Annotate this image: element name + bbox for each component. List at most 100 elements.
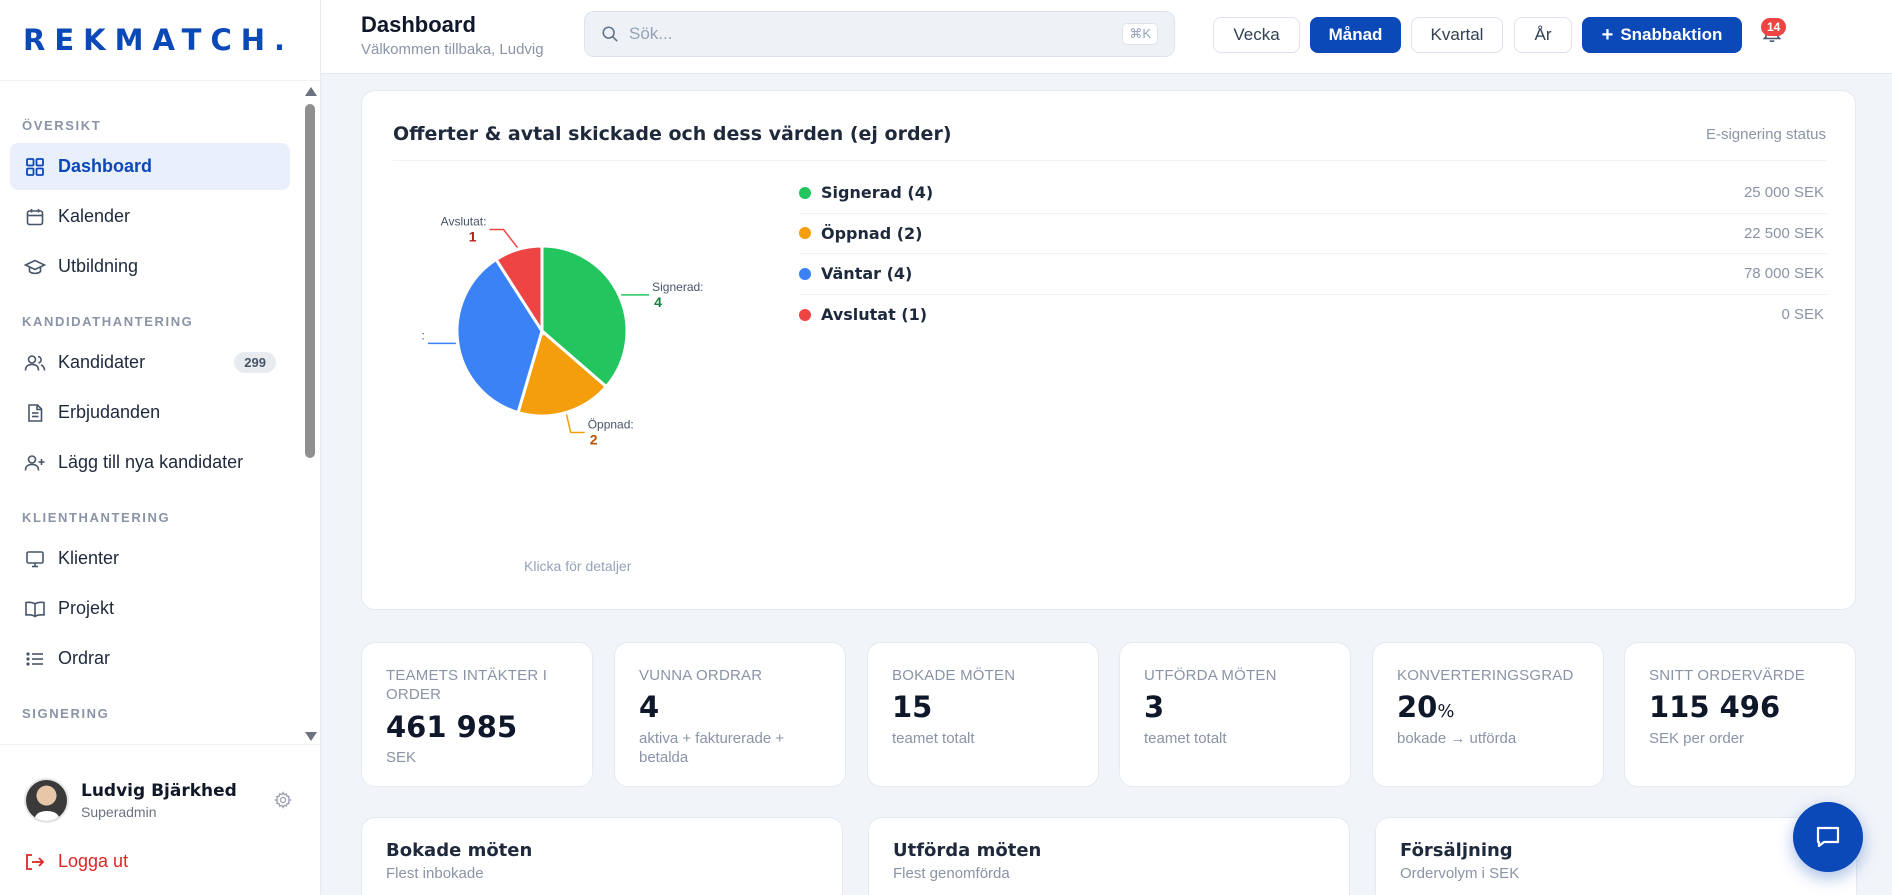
- plus-icon: +: [1601, 23, 1614, 46]
- kpi-card-revenue[interactable]: TEAMETS INTÄKTER I ORDER 461 985 SEK: [361, 642, 593, 787]
- card-subtitle: Ordervolym i SEK: [1400, 865, 1520, 882]
- sidebar-item-label: Klienter: [58, 548, 120, 568]
- chat-button[interactable]: [1793, 802, 1863, 872]
- sidebar-item-label: Ordrar: [58, 648, 111, 668]
- pie-slice-väntar[interactable]: [455, 257, 544, 415]
- pie-slice-öppnad[interactable]: [516, 328, 609, 418]
- sidebar-item-label: Projekt: [58, 598, 115, 618]
- completed-meetings-card: Utförda möten Flest genomförda: [868, 817, 1350, 895]
- monitor-icon: [24, 548, 46, 570]
- sidebar-item-utbildning[interactable]: Utbildning: [10, 243, 290, 290]
- pie-label-name: Öppnad:: [588, 417, 634, 431]
- legend-dot: [799, 227, 811, 240]
- chart-legend: Signerad (4) 25 000 SEK Öppnad (2) 22 50…: [799, 173, 1828, 335]
- chat-bubble-icon: [1813, 822, 1843, 852]
- legend-label: Avslutat (1): [821, 305, 928, 325]
- sales-card: Försäljning Ordervolym i SEK: [1375, 817, 1857, 895]
- kpi-label: SNITT ORDERVÄRDE: [1649, 667, 1806, 684]
- chart-hint: Klicka för detaljer: [524, 558, 632, 574]
- user-panel: Ludvig Bjärkhed Superadmin Logga ut: [0, 744, 320, 895]
- card-title: Utförda möten: [893, 840, 1042, 861]
- esign-status-label: E-signering status: [1705, 126, 1826, 143]
- search-shortcut-hint: ⌘K: [1122, 23, 1158, 45]
- book-open-icon: [24, 598, 46, 620]
- sidebar-item-label: Lägg till nya kandidater: [58, 452, 244, 472]
- chart-title: Offerter & avtal skickade och dess värde…: [393, 123, 952, 145]
- graduation-cap-icon: [24, 256, 46, 278]
- document-icon: [24, 402, 46, 424]
- section-title-signering: SIGNERING: [22, 706, 110, 721]
- kpi-sub: bokade → utförda: [1397, 730, 1517, 747]
- kpi-label: VUNNA ORDRAR: [639, 667, 763, 684]
- scroll-down-arrow[interactable]: [305, 732, 317, 741]
- kpi-card-conversion-rate[interactable]: KONVERTERINGSGRAD 20% bokade → utförda: [1372, 642, 1604, 787]
- kpi-label: KONVERTERINGSGRAD: [1397, 667, 1574, 684]
- notification-badge: 14: [1761, 18, 1787, 36]
- kpi-label: BOKADE MÖTEN: [892, 667, 1016, 684]
- sidebar-item-projekt[interactable]: Projekt: [10, 585, 290, 632]
- top-header: Dashboard Välkommen tillbaka, Ludvig ⌘K …: [321, 0, 1892, 74]
- period-vecka-button[interactable]: Vecka: [1213, 17, 1300, 53]
- legend-item-oppnad[interactable]: Öppnad (2) 22 500 SEK: [799, 214, 1828, 254]
- user-role: Superadmin: [81, 804, 157, 820]
- sidebar-item-ordrar[interactable]: Ordrar: [10, 635, 290, 682]
- sidebar-item-add-candidates[interactable]: Lägg till nya kandidater: [10, 439, 290, 486]
- scroll-up-arrow[interactable]: [305, 87, 317, 96]
- scrollbar-thumb[interactable]: [305, 104, 315, 458]
- section-title-kandidathantering: KANDIDATHANTERING: [22, 314, 194, 329]
- kpi-sub: SEK: [386, 749, 417, 766]
- sidebar-item-kalender[interactable]: Kalender: [10, 193, 290, 240]
- pie-label-name: Signerad:: [652, 280, 703, 294]
- kpi-card-avg-order-value[interactable]: SNITT ORDERVÄRDE 115 496 SEK per order: [1624, 642, 1856, 787]
- kpi-value: 3: [1144, 690, 1165, 724]
- kpi-sub: SEK per order: [1649, 730, 1745, 747]
- legend-value: 25 000 SEK: [1743, 184, 1824, 202]
- pie-leader-line: [565, 414, 585, 434]
- sidebar-scrollbar[interactable]: [302, 82, 318, 744]
- kpi-card-completed-meetings[interactable]: UTFÖRDA MÖTEN 3 teamet totalt: [1119, 642, 1351, 787]
- sidebar-item-label: Erbjudanden: [58, 402, 161, 422]
- legend-dot: [799, 308, 811, 321]
- period-kvartal-button[interactable]: Kvartal: [1411, 17, 1503, 53]
- logout-button[interactable]: Logga ut: [24, 851, 128, 872]
- divider: [393, 160, 1826, 161]
- page-title: Dashboard: [361, 12, 476, 37]
- pie-slice-signerad[interactable]: [540, 244, 629, 389]
- user-plus-icon: [24, 452, 46, 474]
- sidebar-item-label: Kalender: [58, 206, 131, 226]
- settings-gear-icon[interactable]: [274, 791, 292, 814]
- sidebar-item-klienter[interactable]: Klienter: [10, 535, 290, 582]
- pie-slice-avslutat[interactable]: [493, 244, 544, 337]
- kpi-card-booked-meetings[interactable]: BOKADE MÖTEN 15 teamet totalt: [867, 642, 1099, 787]
- period-manad-button[interactable]: Månad: [1310, 17, 1401, 53]
- pie-label-count: 1: [469, 229, 477, 245]
- kpi-label: UTFÖRDA MÖTEN: [1144, 667, 1277, 684]
- sidebar-item-erbjudanden[interactable]: Erbjudanden: [10, 389, 290, 436]
- quick-action-button[interactable]: + Snabbaktion: [1582, 17, 1742, 53]
- calendar-icon: [24, 206, 46, 228]
- card-title: Försäljning: [1400, 840, 1513, 861]
- kpi-value: 4: [639, 690, 660, 724]
- legend-item-vantar[interactable]: Väntar (4) 78 000 SEK: [799, 254, 1828, 295]
- search-input[interactable]: [629, 24, 1174, 44]
- legend-item-signerad[interactable]: Signerad (4) 25 000 SEK: [799, 173, 1828, 214]
- users-icon: [24, 352, 46, 374]
- kpi-card-won-orders[interactable]: VUNNA ORDRAR 4 aktiva + fakturerade + be…: [614, 642, 846, 787]
- legend-item-avslutat[interactable]: Avslutat (1) 0 SEK: [799, 295, 1828, 336]
- logo[interactable]: REKMATCH.: [0, 0, 320, 81]
- sidebar-nav: ÖVERSIKT Dashboard Kalender Utbildning K…: [0, 82, 300, 744]
- legend-label: Väntar (4): [821, 264, 913, 284]
- card-subtitle: Flest inbokade: [386, 865, 484, 882]
- sidebar-item-dashboard[interactable]: Dashboard: [10, 143, 290, 190]
- section-title-klienthantering: KLIENTHANTERING: [22, 510, 171, 525]
- kpi-sub: teamet totalt: [892, 730, 975, 747]
- pie-label-name: Avslutat:: [441, 215, 487, 229]
- sidebar-item-kandidater[interactable]: Kandidater 299: [10, 339, 290, 386]
- legend-value: 0 SEK: [1781, 306, 1824, 324]
- dashboard-grid-icon: [24, 156, 46, 178]
- avatar[interactable]: [24, 778, 69, 823]
- quick-action-label: Snabbaktion: [1620, 25, 1723, 44]
- legend-dot: [799, 267, 811, 280]
- period-ar-button[interactable]: År: [1514, 17, 1572, 53]
